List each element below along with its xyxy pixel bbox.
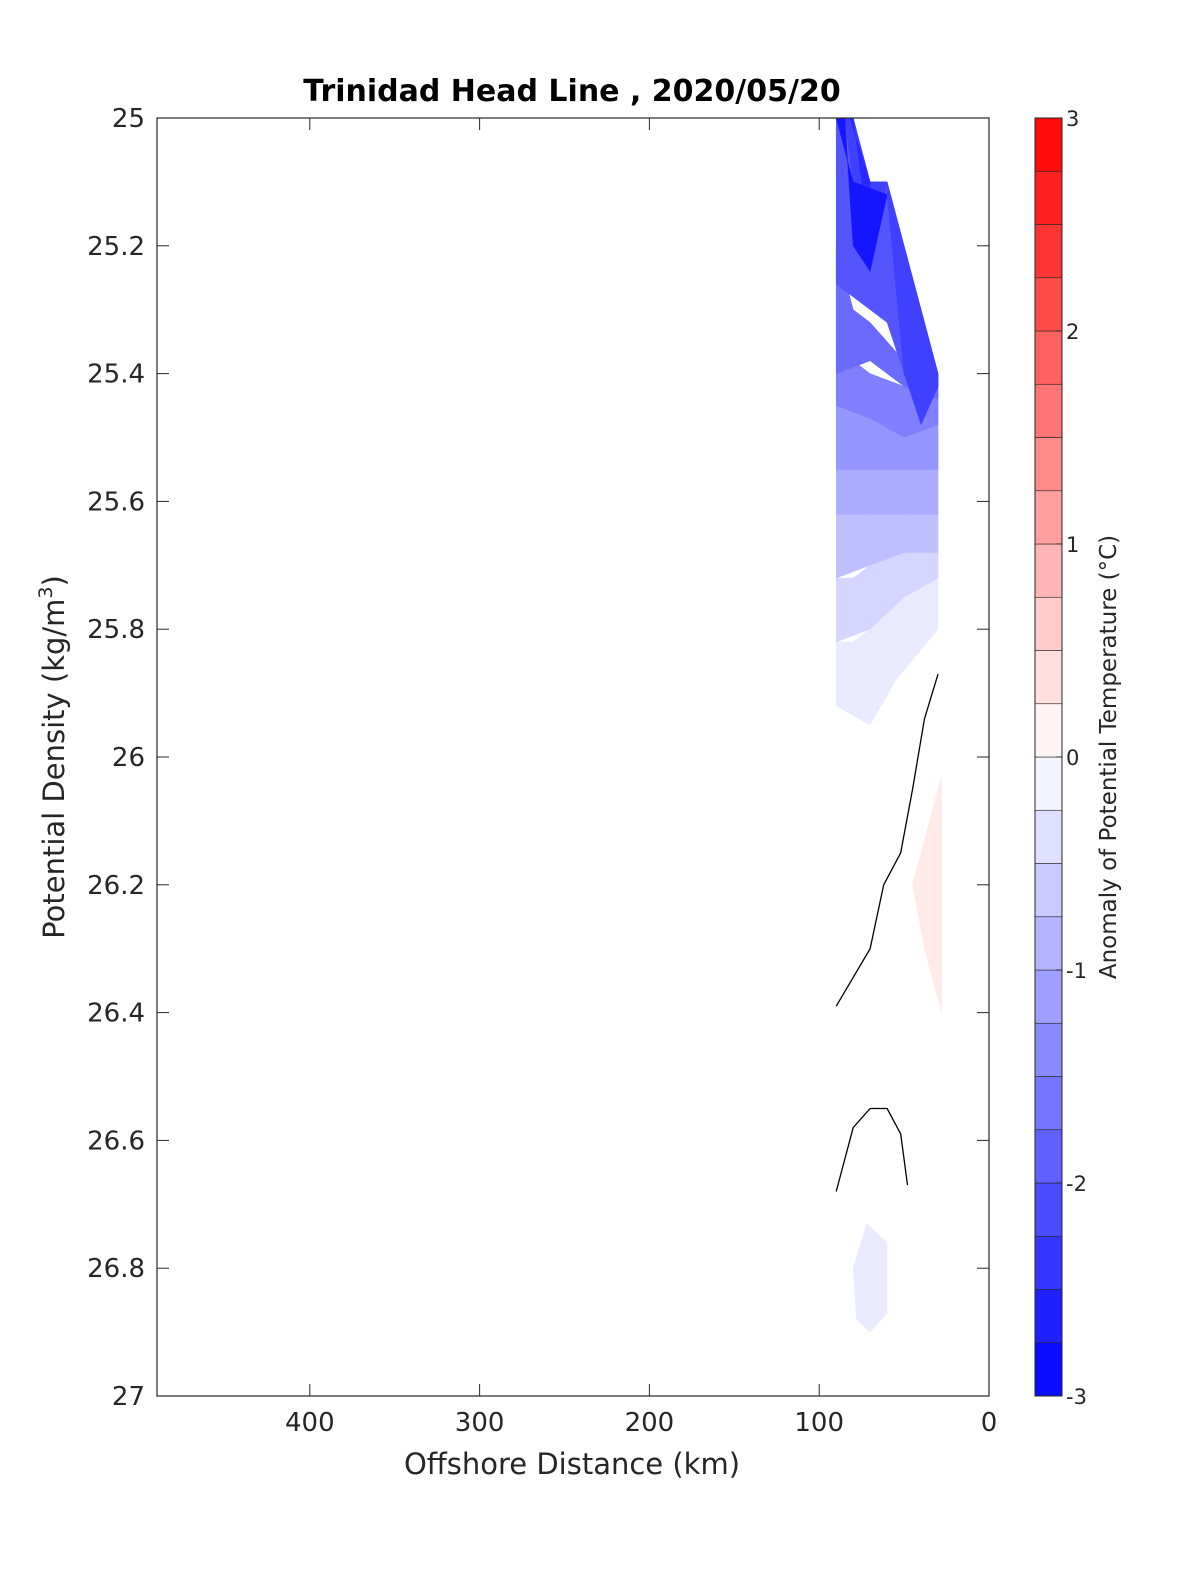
y-axis-label: Potential Density (kg/m3) — [35, 575, 71, 939]
y-tick-label: 25.8 — [87, 615, 145, 645]
colorbar-band — [1034, 1076, 1063, 1131]
contour-lines — [835, 673, 939, 1192]
colorbar-band — [1034, 1182, 1063, 1237]
colorbar-band — [1034, 330, 1063, 385]
y-axis-label-superscript: 3 — [35, 586, 57, 598]
colorbar-band — [1034, 117, 1063, 172]
y-tick-label: 25.6 — [87, 487, 145, 517]
colorbar-band — [1034, 1289, 1063, 1344]
contour-fill-region — [852, 1223, 888, 1333]
y-tick-label: 26.4 — [87, 999, 145, 1029]
colorbar-band — [1034, 170, 1063, 225]
colorbar-band — [1034, 756, 1063, 811]
colorbar-tick-label: 0 — [1066, 746, 1079, 770]
contour-fills — [835, 117, 942, 1333]
plot-area: 400 300 200 100 0 25 25.2 25.4 25.6 25.8 26 26.2 26… — [87, 104, 997, 1438]
colorbar-band — [1034, 1022, 1063, 1077]
colorbar-label: Anomaly of Potential Temperature (°C) — [1096, 535, 1122, 979]
y-tick-label: 25.2 — [87, 232, 145, 262]
colorbar-tick-label: -3 — [1066, 1385, 1087, 1409]
colorbar-ticks: 3 2 1 0 -1 -2 -3 — [1056, 107, 1087, 1409]
y-axis-label-close: ) — [37, 575, 71, 586]
x-axis-label: Offshore Distance (km) — [404, 1447, 740, 1481]
chart-title: Trinidad Head Line , 2020/05/20 — [303, 74, 840, 109]
x-axis-ticks: 400 300 200 100 0 — [285, 118, 997, 1438]
y-tick-label: 25.4 — [87, 360, 145, 390]
colorbar-band — [1034, 543, 1063, 598]
y-tick-label: 26.8 — [87, 1254, 145, 1284]
y-axis-label-text: Potential Density (kg/m — [37, 599, 71, 939]
plot-background — [157, 118, 989, 1396]
colorbar-tick-label: 2 — [1066, 320, 1079, 344]
x-tick-label: 100 — [794, 1408, 844, 1438]
colorbar-band — [1034, 383, 1063, 438]
colorbar-band — [1034, 277, 1063, 332]
contour-fill-region — [835, 577, 939, 726]
y-axis-ticks: 25 25.2 25.4 25.6 25.8 26 26.2 26.4 26.6 26.8 27 — [87, 104, 989, 1412]
colorbar-band — [1034, 916, 1063, 971]
colorbar-band — [1034, 863, 1063, 918]
contour-fill-region — [835, 552, 939, 643]
colorbar-band — [1034, 224, 1063, 279]
colorbar: 3 2 1 0 -1 -2 -3 — [1034, 107, 1087, 1409]
y-tick-label: 26.6 — [87, 1126, 145, 1156]
x-tick-label: 400 — [285, 1408, 335, 1438]
colorbar-band — [1034, 1342, 1063, 1397]
y-tick-label: 25 — [112, 104, 145, 134]
contour-fill-region — [835, 469, 939, 515]
colorbar-band — [1034, 1235, 1063, 1290]
colorbar-tick-label: 1 — [1066, 533, 1079, 557]
colorbar-band — [1034, 490, 1063, 545]
x-tick-label: 0 — [981, 1408, 998, 1438]
colorbar-band — [1034, 1129, 1063, 1184]
y-tick-label: 27 — [112, 1382, 145, 1412]
contour-line-zero — [835, 673, 939, 1007]
colorbar-tick-label: -2 — [1066, 1172, 1087, 1196]
x-tick-label: 200 — [625, 1408, 675, 1438]
colorbar-band — [1034, 809, 1063, 864]
contour-fill-region — [912, 776, 942, 1013]
y-tick-label: 26.2 — [87, 871, 145, 901]
colorbar-band — [1034, 650, 1063, 705]
contour-fill-region — [835, 347, 939, 438]
colorbar-band — [1034, 703, 1063, 758]
contour-fill-region — [835, 245, 939, 400]
contour-line-zero — [835, 1107, 909, 1192]
colorbar-band — [1034, 969, 1063, 1024]
x-tick-label: 300 — [455, 1408, 505, 1438]
colorbar-band — [1034, 596, 1063, 651]
colorbar-band — [1034, 437, 1063, 492]
colorbar-tick-label: -1 — [1066, 959, 1087, 983]
colorbar-tick-label: 3 — [1066, 107, 1079, 131]
y-tick-label: 26 — [112, 743, 145, 773]
